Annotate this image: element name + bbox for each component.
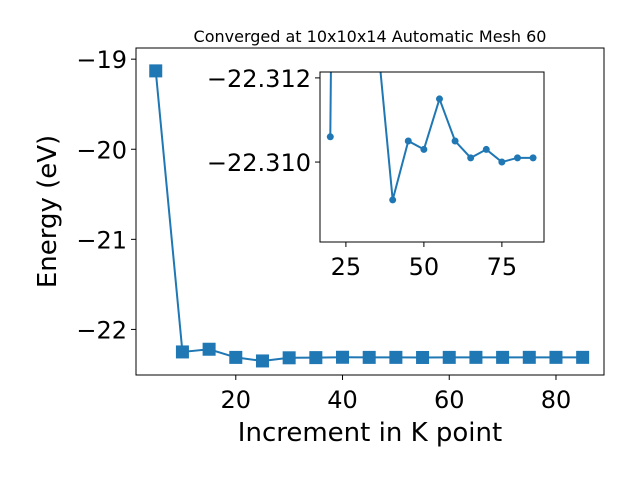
marker (513, 154, 521, 162)
x-tick-label: 80 (541, 386, 572, 414)
marker (255, 354, 269, 368)
marker (362, 350, 376, 364)
marker (389, 350, 403, 364)
x-axis-label: Increment in K point (238, 418, 502, 448)
marker (389, 196, 397, 204)
marker (435, 95, 443, 103)
chart-title: Converged at 10x10x14 Automatic Mesh 60 (194, 27, 547, 46)
marker (229, 350, 243, 364)
marker (496, 350, 510, 364)
marker (309, 351, 323, 365)
y-axis-label: Energy (eV) (33, 135, 63, 288)
plot-area (320, 72, 544, 242)
marker (576, 350, 590, 364)
marker (202, 342, 216, 356)
marker (175, 345, 189, 359)
x-tick-label: 75 (487, 253, 518, 281)
marker (326, 133, 334, 141)
x-tick-label: 20 (221, 386, 252, 414)
marker (442, 350, 456, 364)
marker (529, 154, 537, 162)
marker (482, 145, 490, 153)
y-tick-label: −21 (76, 226, 127, 254)
y-tick-label: −19 (76, 46, 127, 74)
marker (282, 351, 296, 365)
marker (336, 350, 350, 364)
y-tick-label: −22.312 (207, 65, 311, 93)
marker (469, 350, 483, 364)
marker (522, 350, 536, 364)
axes-frame (319, 71, 545, 243)
y-tick-label: −22 (76, 316, 127, 344)
x-tick-label: 50 (409, 253, 440, 281)
axes-frame (135, 47, 605, 376)
marker (420, 145, 428, 153)
x-tick-label: 60 (434, 386, 465, 414)
marker (404, 137, 412, 145)
marker (549, 350, 563, 364)
marker (416, 350, 430, 364)
plot-clip (326, 72, 537, 204)
y-tick-label: −22.310 (207, 149, 311, 177)
marker (451, 137, 459, 145)
x-tick-label: 40 (327, 386, 358, 414)
marker (149, 64, 163, 78)
y-tick-label: −20 (76, 136, 127, 164)
marker (467, 154, 475, 162)
chart-1: 25 50 75 −22.312 −22.310 (207, 65, 545, 281)
x-tick-label: 25 (331, 253, 362, 281)
marker (498, 158, 506, 166)
